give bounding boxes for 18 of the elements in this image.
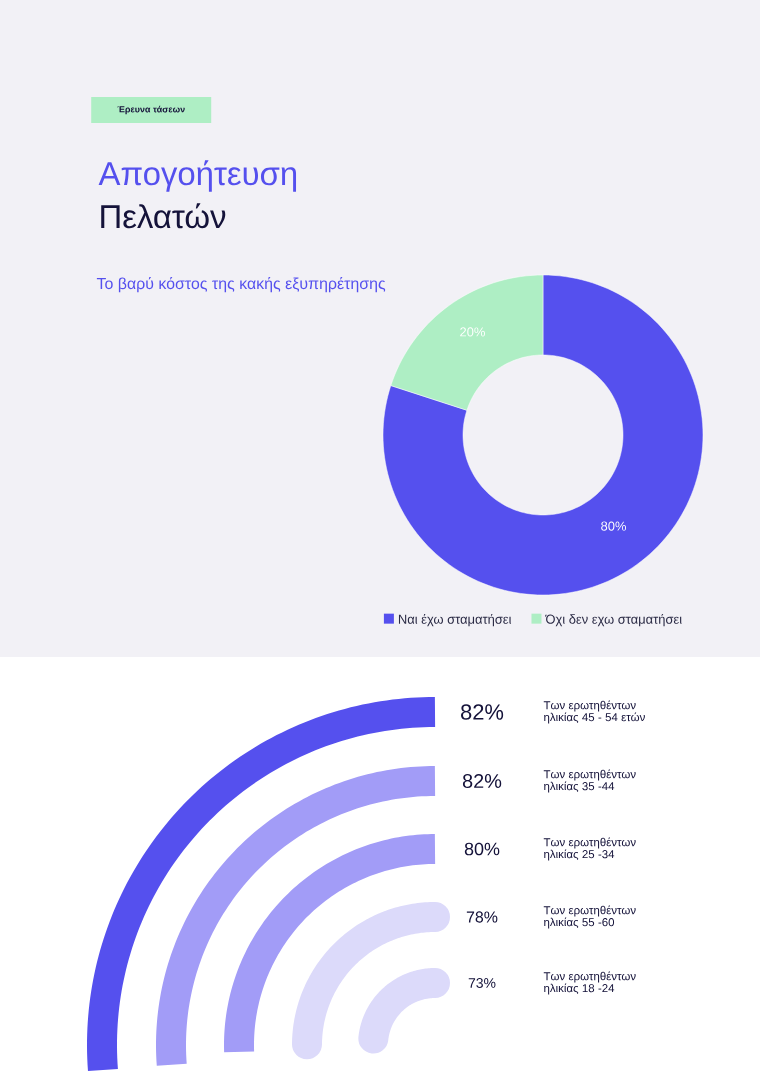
text: Το βαρύ κόστος της κακής εξυπηρέτησης	[96, 276, 386, 293]
chart-title: Απογοήτευση	[98, 160, 297, 192]
category-label: Των ερωτηθέντων ηλικίας 35 -44	[543, 769, 636, 793]
category-label: Των ερωτηθέντων ηλικίας 45 - 54 ετών	[543, 700, 645, 724]
data-label: 80%	[601, 521, 627, 531]
data-label: 20%	[460, 327, 485, 337]
data-label: 78%	[466, 911, 498, 923]
data-label: 73%	[468, 978, 496, 988]
text: Έρευνα τάσεων	[117, 105, 185, 115]
category-label: Των ερωτηθέντων ηλικίας 55 -60	[543, 905, 636, 929]
legend-label: Όχι δεν εχω σταματήσει	[545, 613, 682, 627]
legend-label: Ναι έχω σταματήσει	[398, 613, 512, 627]
data-label: 82%	[462, 773, 502, 789]
data-label: 82%	[461, 704, 504, 720]
category-label: Των ερωτηθέντων ηλικίας 18 -24	[543, 971, 636, 995]
chart-subtitle: Πελατών	[101, 203, 226, 229]
data-label: 80%	[464, 842, 500, 856]
category-label: Των ερωτηθέντων ηλικίας 25 -34	[543, 837, 636, 861]
